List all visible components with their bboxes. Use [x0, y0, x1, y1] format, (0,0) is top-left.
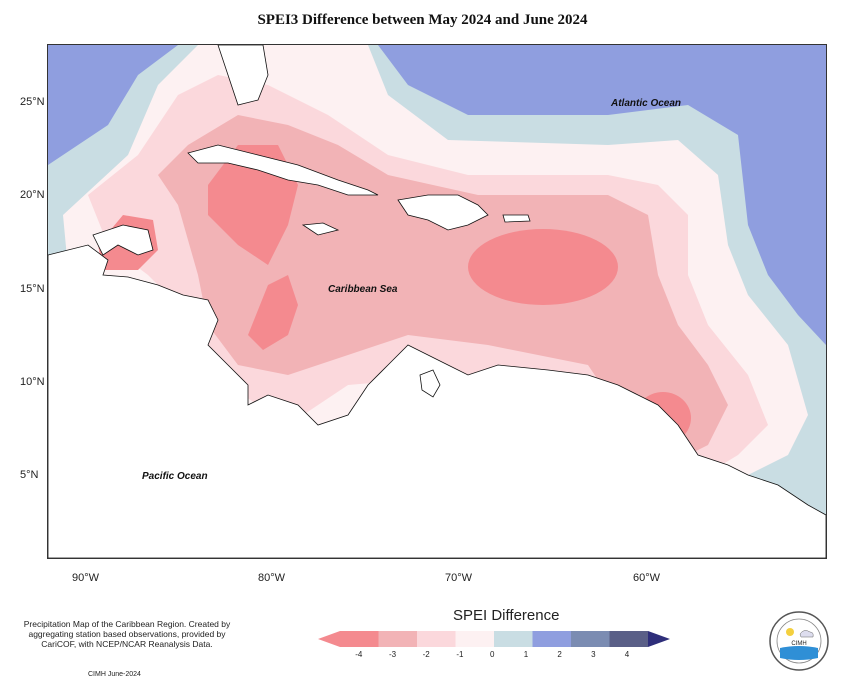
legend-swatch — [340, 631, 379, 647]
puerto-rico-land — [502, 214, 531, 223]
legend-tick-label: 3 — [591, 650, 596, 659]
severe-negative-core-east — [468, 229, 618, 305]
longitude-label-90w: 90°W — [72, 572, 100, 584]
logo-text: CIMH — [791, 641, 806, 647]
legend-arrow-right — [648, 631, 670, 647]
legend-title: SPEI Difference — [453, 607, 560, 624]
legend-swatch — [417, 631, 456, 647]
legend-swatch — [571, 631, 610, 647]
florida-land — [217, 45, 269, 106]
legend-swatch — [378, 631, 417, 647]
spei-map — [48, 45, 826, 558]
yucatan-land — [92, 224, 154, 256]
lake-maracaibo — [419, 369, 441, 398]
legend-swatch — [532, 631, 571, 647]
map-panel — [47, 44, 827, 559]
legend-tick-label: -3 — [388, 650, 397, 659]
legend-swatch — [609, 631, 648, 647]
legend-swatch — [455, 631, 494, 647]
latitude-label-10n: 10°N — [20, 376, 45, 388]
legend-tick-label: 0 — [490, 650, 495, 659]
caribbean-sea-label: Caribbean Sea — [328, 284, 398, 295]
legend-tick-label: 1 — [523, 650, 529, 659]
legend-tick-label: 2 — [557, 650, 562, 659]
latitude-label-5n: 5°N — [20, 469, 39, 481]
longitude-label-80w: 80°W — [258, 572, 286, 584]
latitude-label-15n: 15°N — [20, 283, 45, 295]
legend-tick-label: -4 — [355, 650, 363, 659]
map-title: SPEI3 Difference between May 2024 and Ju… — [257, 12, 588, 28]
latitude-label-20n: 20°N — [20, 189, 45, 201]
longitude-label-60w: 60°W — [633, 572, 661, 584]
legend-tick-label: -1 — [456, 650, 464, 659]
landmass-group — [48, 45, 826, 558]
strong-negative-band — [158, 115, 728, 465]
cuba-land — [187, 144, 379, 196]
legend-arrow-left — [318, 631, 340, 647]
date-note: CIMH June-2024 — [88, 671, 141, 678]
legend-swatch — [494, 631, 533, 647]
cimh-logo: CIMH — [769, 611, 829, 671]
footnote-text: Precipitation Map of the Caribbean Regio… — [23, 619, 231, 649]
hispaniola-land — [397, 194, 489, 231]
severe-negative-core-central — [248, 275, 298, 350]
central-america-land — [48, 244, 826, 558]
pacific-ocean-label: Pacific Ocean — [142, 471, 208, 482]
legend-tick-label: -2 — [422, 650, 430, 659]
legend-tick-label: 4 — [624, 650, 630, 659]
longitude-label-70w: 70°W — [445, 572, 473, 584]
latitude-label-25n: 25°N — [20, 96, 45, 108]
jamaica-land — [301, 222, 340, 236]
legend-colorbar — [318, 631, 670, 647]
atlantic-ocean-label: Atlantic Ocean — [611, 98, 682, 109]
